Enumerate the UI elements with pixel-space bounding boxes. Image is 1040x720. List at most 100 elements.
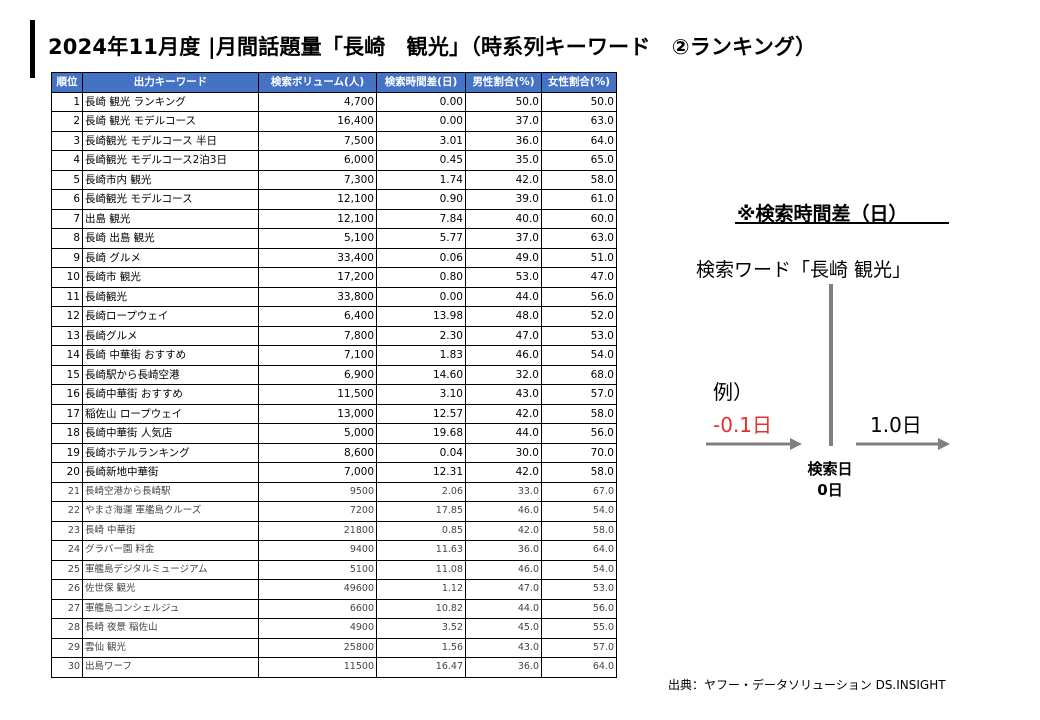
keyword-cell: 長崎 夜景 稲佐山 (82, 618, 259, 639)
rank-cell: 10 (51, 267, 83, 288)
rank-cell: 1 (51, 91, 83, 112)
search-day-value: 0日 (817, 481, 843, 499)
keyword-cell: やまさ海運 軍艦島クルーズ (82, 501, 259, 522)
diagram-positive-value: 1.0日 (870, 413, 922, 437)
volume-cell: 16,400 (258, 111, 377, 132)
rank-cell: 11 (51, 286, 83, 307)
keyword-cell: 稲佐山 ロープウェイ (82, 403, 259, 424)
ranking-table-body: 1 長崎 観光 ランキング 4,700 0.00 50.0 50.0 2 長崎 観光 モデルコ… (51, 91, 617, 678)
rank-cell: 4 (51, 150, 83, 171)
time-diff-cell: 7.84 (376, 208, 466, 229)
volume-cell: 9500 (258, 481, 377, 502)
female-ratio-cell: 53.0 (541, 579, 617, 600)
male-ratio-cell: 36.0 (465, 540, 542, 561)
keyword-cell: 長崎 観光 モデルコース (82, 111, 259, 132)
female-ratio-cell: 64.0 (541, 130, 617, 151)
header-rank: 順位 (51, 72, 83, 93)
table-row: 13 長崎グルメ 7,800 2.30 47.0 53.0 (51, 325, 617, 346)
male-ratio-cell: 42.0 (465, 169, 542, 190)
female-ratio-cell: 58.0 (541, 462, 617, 483)
header-male-ratio: 男性割合(%) (465, 72, 542, 93)
male-ratio-cell: 46.0 (465, 501, 542, 522)
keyword-cell: 長崎 観光 ランキング (82, 91, 259, 112)
table-row: 30 出島ワーフ 11500 16.47 36.0 64.0 (51, 657, 617, 678)
time-diff-cell: 1.83 (376, 345, 466, 366)
female-ratio-cell: 61.0 (541, 189, 617, 210)
female-ratio-cell: 51.0 (541, 247, 617, 268)
male-ratio-cell: 42.0 (465, 462, 542, 483)
female-ratio-cell: 58.0 (541, 169, 617, 190)
keyword-cell: 長崎中華街 人気店 (82, 423, 259, 444)
female-ratio-cell: 50.0 (541, 91, 617, 112)
time-diff-cell: 0.80 (376, 267, 466, 288)
female-ratio-cell: 58.0 (541, 520, 617, 541)
male-ratio-cell: 45.0 (465, 618, 542, 639)
volume-cell: 12,100 (258, 189, 377, 210)
male-ratio-cell: 36.0 (465, 657, 542, 678)
volume-cell: 7,300 (258, 169, 377, 190)
ranking-table: 順位 出力キーワード 検索ボリューム(人) 検索時間差(日) 男性割合(%) 女… (51, 72, 617, 678)
volume-cell: 33,400 (258, 247, 377, 268)
female-ratio-cell: 55.0 (541, 618, 617, 639)
rank-cell: 15 (51, 364, 83, 385)
volume-cell: 7,800 (258, 325, 377, 346)
male-ratio-cell: 43.0 (465, 637, 542, 658)
table-row: 19 長崎ホテルランキング 8,600 0.04 30.0 70.0 (51, 442, 617, 463)
rank-cell: 26 (51, 579, 83, 600)
volume-cell: 12,100 (258, 208, 377, 229)
male-ratio-cell: 53.0 (465, 267, 542, 288)
female-ratio-cell: 54.0 (541, 559, 617, 580)
female-ratio-cell: 65.0 (541, 150, 617, 171)
keyword-cell: 軍艦島デジタルミュージアム (82, 559, 259, 580)
male-ratio-cell: 32.0 (465, 364, 542, 385)
male-ratio-cell: 43.0 (465, 384, 542, 405)
table-header-row: 順位 出力キーワード 検索ボリューム(人) 検索時間差(日) 男性割合(%) 女… (51, 72, 617, 93)
time-diff-cell: 0.00 (376, 91, 466, 112)
keyword-cell: 長崎 出島 観光 (82, 228, 259, 249)
table-row: 18 長崎中華街 人気店 5,000 19.68 44.0 56.0 (51, 423, 617, 444)
table-row: 9 長崎 グルメ 33,400 0.06 49.0 51.0 (51, 247, 617, 268)
female-ratio-cell: 60.0 (541, 208, 617, 229)
female-ratio-cell: 63.0 (541, 228, 617, 249)
female-ratio-cell: 56.0 (541, 598, 617, 619)
table-row: 21 長崎空港から長崎駅 9500 2.06 33.0 67.0 (51, 481, 617, 502)
volume-cell: 8,600 (258, 442, 377, 463)
rank-cell: 30 (51, 657, 83, 678)
female-ratio-cell: 57.0 (541, 384, 617, 405)
male-ratio-cell: 35.0 (465, 150, 542, 171)
rank-cell: 2 (51, 111, 83, 132)
rank-cell: 7 (51, 208, 83, 229)
female-ratio-cell: 64.0 (541, 540, 617, 561)
keyword-cell: 長崎空港から長崎駅 (82, 481, 259, 502)
rank-cell: 25 (51, 559, 83, 580)
female-ratio-cell: 68.0 (541, 364, 617, 385)
diagram-keyword-label: 検索ワード「長崎 観光」 (696, 259, 912, 281)
time-diff-cell: 2.30 (376, 325, 466, 346)
volume-cell: 25800 (258, 637, 377, 658)
rank-cell: 5 (51, 169, 83, 190)
keyword-cell: 長崎観光 モデルコース 半日 (82, 130, 259, 151)
search-day-timeline-marker (829, 284, 833, 446)
male-ratio-cell: 47.0 (465, 325, 542, 346)
female-ratio-cell: 54.0 (541, 501, 617, 522)
male-ratio-cell: 44.0 (465, 598, 542, 619)
rank-cell: 9 (51, 247, 83, 268)
rank-cell: 18 (51, 423, 83, 444)
table-row: 24 グラバー園 料金 9400 11.63 36.0 64.0 (51, 540, 617, 561)
rank-cell: 24 (51, 540, 83, 561)
volume-cell: 21800 (258, 520, 377, 541)
male-ratio-cell: 48.0 (465, 306, 542, 327)
male-ratio-cell: 46.0 (465, 559, 542, 580)
time-diff-cell: 0.00 (376, 286, 466, 307)
time-diff-cell: 11.08 (376, 559, 466, 580)
keyword-cell: 長崎観光 (82, 286, 259, 307)
keyword-cell: 軍艦島コンシェルジュ (82, 598, 259, 619)
table-row: 12 長崎ロープウェイ 6,400 13.98 48.0 52.0 (51, 306, 617, 327)
table-row: 3 長崎観光 モデルコース 半日 7,500 3.01 36.0 64.0 (51, 130, 617, 151)
male-ratio-cell: 39.0 (465, 189, 542, 210)
table-row: 2 長崎 観光 モデルコース 16,400 0.00 37.0 63.0 (51, 111, 617, 132)
volume-cell: 6,400 (258, 306, 377, 327)
volume-cell: 5100 (258, 559, 377, 580)
search-day-title: 検索日 (807, 460, 853, 478)
rank-cell: 12 (51, 306, 83, 327)
